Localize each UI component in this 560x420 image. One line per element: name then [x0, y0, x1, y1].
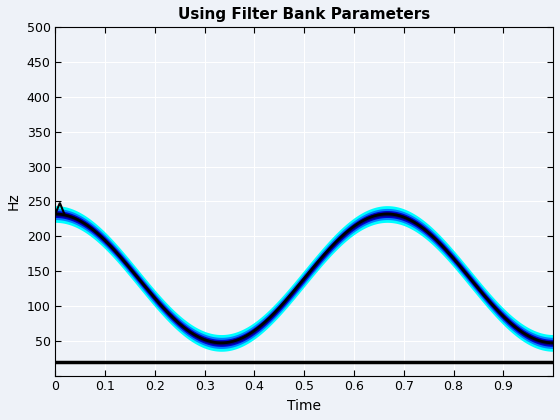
Y-axis label: Hz: Hz [7, 193, 21, 210]
X-axis label: Time: Time [287, 399, 321, 413]
Title: Using Filter Bank Parameters: Using Filter Bank Parameters [178, 7, 430, 22]
